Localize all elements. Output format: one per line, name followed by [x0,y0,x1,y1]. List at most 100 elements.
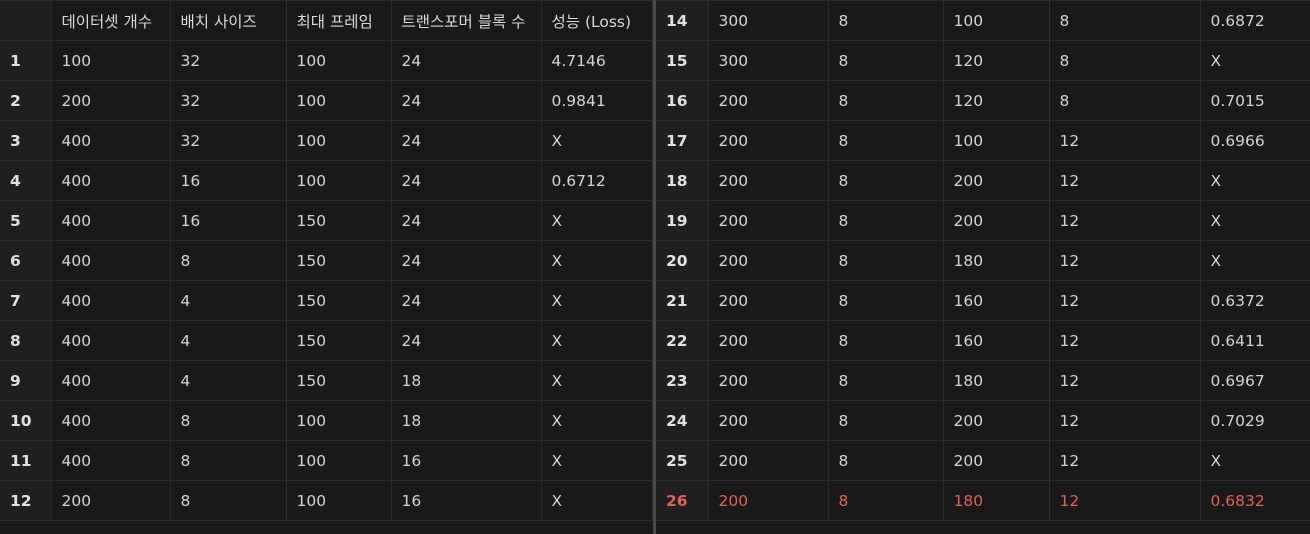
table-cell: 100 [285,440,392,481]
table-cell: X [540,400,653,441]
table-cell: 8 [827,0,944,41]
table-cell: 100 [50,40,171,81]
row-index: 26 [656,480,709,521]
table-row: 3 400 32 100 24 X [0,120,653,161]
table-row: 25 200 8 200 12 X [656,440,1310,481]
table-cell: 8 [169,480,287,521]
row-index: 6 [0,240,52,281]
table-cell: 0.6966 [1199,120,1310,161]
table-cell: 150 [285,360,392,401]
table-cell: 400 [50,400,171,441]
table-cell: 200 [707,480,829,521]
table-cell: 200 [50,80,171,121]
row-index: 14 [656,0,709,41]
table-cell: 8 [169,440,287,481]
header-batch-size: 배치 사이즈 [169,0,287,41]
table-cell: 150 [285,280,392,321]
row-index: 12 [0,480,52,521]
table-row: 8 400 4 150 24 X [0,320,653,361]
table-cell: 4 [169,280,287,321]
table-cell: 12 [1048,400,1201,441]
table-cell: 200 [707,320,829,361]
row-index: 17 [656,120,709,161]
table-cell: 0.6411 [1199,320,1310,361]
table-cell: 4 [169,360,287,401]
table-cell: 0.9841 [540,80,653,121]
table-cell: 200 [707,200,829,241]
header-max-frames: 최대 프레임 [285,0,392,41]
table-cell: 0.7015 [1199,80,1310,121]
table-cell: 100 [285,400,392,441]
table-cell: 180 [942,480,1050,521]
table-cell: 200 [707,80,829,121]
table-cell: 32 [169,120,287,161]
table-cell: 16 [390,440,542,481]
table-cell: 12 [1048,320,1201,361]
row-index: 22 [656,320,709,361]
table-cell: 32 [169,40,287,81]
table-cell: 400 [50,120,171,161]
table-cell: 8 [827,400,944,441]
table-cell: 100 [285,160,392,201]
row-index: 16 [656,80,709,121]
table-cell: 0.7029 [1199,400,1310,441]
table-cell: 0.6967 [1199,360,1310,401]
table-cell: 180 [942,360,1050,401]
table-cell: 0.6832 [1199,480,1310,521]
table-cell: 400 [50,360,171,401]
table-cell: 8 [827,280,944,321]
table-cell: 12 [1048,360,1201,401]
table-cell: 150 [285,200,392,241]
table-cell: X [540,480,653,521]
table-row: 23 200 8 180 12 0.6967 [656,360,1310,401]
table-cell: 160 [942,320,1050,361]
table-cell: 16 [390,480,542,521]
table-cell: X [540,360,653,401]
header-index [0,0,52,41]
table-cell: 12 [1048,480,1201,521]
table-cell: 400 [50,160,171,201]
table-row: 7 400 4 150 24 X [0,280,653,321]
table-cell: 12 [1048,160,1201,201]
row-index: 24 [656,400,709,441]
table-cell: 8 [1048,80,1201,121]
table-cell: 12 [1048,200,1201,241]
table-cell: 12 [1048,240,1201,281]
row-index: 9 [0,360,52,401]
table-row: 24 200 8 200 12 0.7029 [656,400,1310,441]
left-results-table: 데이터셋 개수 배치 사이즈 최대 프레임 트랜스포머 블록 수 성능 (Los… [0,0,653,521]
row-index: 7 [0,280,52,321]
row-index: 1 [0,40,52,81]
table-cell: 150 [285,320,392,361]
table-cell: 24 [390,160,542,201]
table-cell: 200 [707,120,829,161]
table-cell: X [1199,200,1310,241]
table-cell: 8 [827,120,944,161]
table-row: 16 200 8 120 8 0.7015 [656,80,1310,121]
table-cell: 100 [942,0,1050,41]
header-dataset-count: 데이터셋 개수 [50,0,171,41]
row-index: 19 [656,200,709,241]
table-cell: 200 [942,440,1050,481]
table-cell: 300 [707,0,829,41]
header-transformer-blocks: 트랜스포머 블록 수 [390,0,542,41]
column-divider [653,0,656,534]
table-cell: 400 [50,200,171,241]
table-cell: 180 [942,240,1050,281]
table-cell: 8 [827,40,944,81]
table-cell: 4 [169,320,287,361]
table-row: 4 400 16 100 24 0.6712 [0,160,653,201]
table-cell: 8 [827,160,944,201]
table-cell: X [540,280,653,321]
table-row: 15 300 8 120 8 X [656,40,1310,81]
row-index: 5 [0,200,52,241]
table-cell: 200 [942,160,1050,201]
table-cell: X [540,320,653,361]
table-row: 14 300 8 100 8 0.6872 [656,0,1310,41]
table-cell: 8 [1048,0,1201,41]
table-cell: 8 [827,80,944,121]
table-row: 2 200 32 100 24 0.9841 [0,80,653,121]
table-cell: 400 [50,240,171,281]
table-cell: 0.6372 [1199,280,1310,321]
table-cell: X [1199,440,1310,481]
